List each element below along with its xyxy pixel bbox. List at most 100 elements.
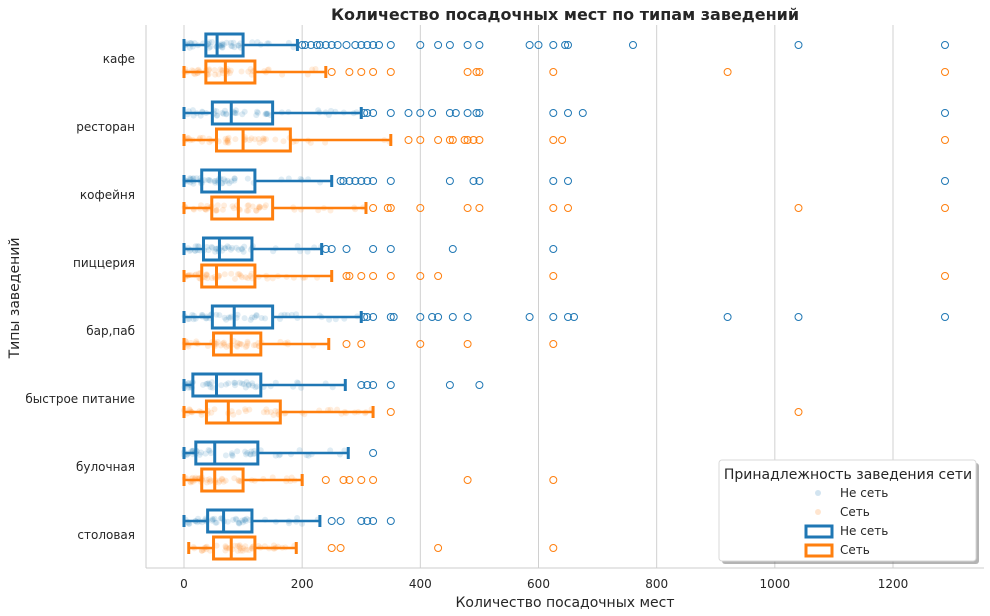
strip-point [234,311,241,318]
outlier-point [386,204,395,212]
strip-point [220,478,227,485]
boxplot-кафе [182,59,949,85]
legend-item: Сеть [815,505,870,519]
y-tick-label: пиццерия [73,256,135,270]
strip-point [244,275,251,282]
strip-point [224,137,231,144]
outlier-point [534,41,543,49]
strip-point [212,207,219,214]
strip-point [240,545,247,552]
outlier-point [357,68,366,76]
outlier-point [475,381,484,389]
strip-point [232,382,238,389]
outlier-point [549,340,558,348]
strip-point [217,342,224,349]
strip-point [228,313,235,320]
strip-point [264,409,271,416]
outlier-point [463,68,472,76]
strip-point [245,547,252,554]
strip-point [224,177,231,184]
strip-point [235,271,241,278]
outlier-point [369,41,378,49]
x-tick-label: 800 [645,577,668,591]
strip-point [224,136,231,142]
outlier-point [360,313,369,321]
outlier-point [351,41,360,49]
strip-point [246,406,253,413]
strip-point [254,109,261,116]
outlier-point [312,41,321,49]
strip-point [225,244,232,251]
outlier-point [345,68,354,76]
outlier-point [629,41,637,49]
strip-point [229,451,235,458]
strip-point [232,275,238,282]
y-tick-label: быстрое питание [25,392,135,406]
strip-point [243,451,249,458]
strip-point [252,384,259,391]
strip-point [245,381,252,388]
strip-point [236,477,243,484]
outlier-point [386,381,395,389]
outlier-point [941,272,949,280]
strip-point [248,270,255,277]
strip-point [209,516,216,523]
outlier-point [525,313,534,321]
strip-point [262,202,269,209]
outlier-point [525,41,534,49]
outlier-point [369,381,378,389]
outlier-point [549,204,558,212]
outlier-point [357,41,366,49]
outlier-point [386,272,395,280]
outlier-point [386,408,395,416]
strip-point [239,519,246,526]
strip-point [222,139,229,146]
strip-point [222,178,229,185]
strip-point [235,42,242,49]
strip-point [263,111,270,117]
strip-point [234,542,241,549]
outlier-point [307,41,315,49]
strip-point [247,66,254,72]
outlier-point [434,544,443,552]
strip-point [223,110,230,117]
legend-marker-point [815,509,821,515]
outlier-point [549,272,558,280]
outlier-point [369,204,378,212]
outlier-point [389,313,398,321]
outlier-point [345,476,354,484]
outlier-point [451,109,460,117]
strip-point [219,180,226,186]
outlier-point [351,177,360,185]
strip-point [219,44,226,50]
legend-box [718,459,977,562]
outlier-point [327,245,336,253]
outlier-point [357,272,366,280]
strip-point [222,107,228,114]
strip-point [264,111,270,118]
strip-point [232,107,239,114]
y-axis-ticks: кафе ресторан кофейня пиццерия бар,паб быстро… [25,52,135,542]
strip-point [229,43,236,50]
strip-point [224,518,231,525]
strip-point [207,547,214,554]
strip-point [231,542,238,549]
strip-point [294,243,301,249]
outlier-point [434,136,443,144]
y-tick-label: столовая [77,528,135,542]
outlier-point [463,41,472,49]
strip-point [206,44,213,51]
strip-point [239,274,245,281]
strip-point [242,516,248,523]
outlier-point [549,68,558,76]
strip-point [230,411,237,418]
strip-point [236,271,243,278]
strip-point [253,383,260,390]
outlier-point [386,109,395,117]
strip-point [186,175,193,182]
strip-point [209,384,216,391]
outlier-point [336,177,345,185]
outlier-point [369,272,378,280]
box-iqr [194,440,260,466]
y-tick-label: кофейня [80,188,135,202]
